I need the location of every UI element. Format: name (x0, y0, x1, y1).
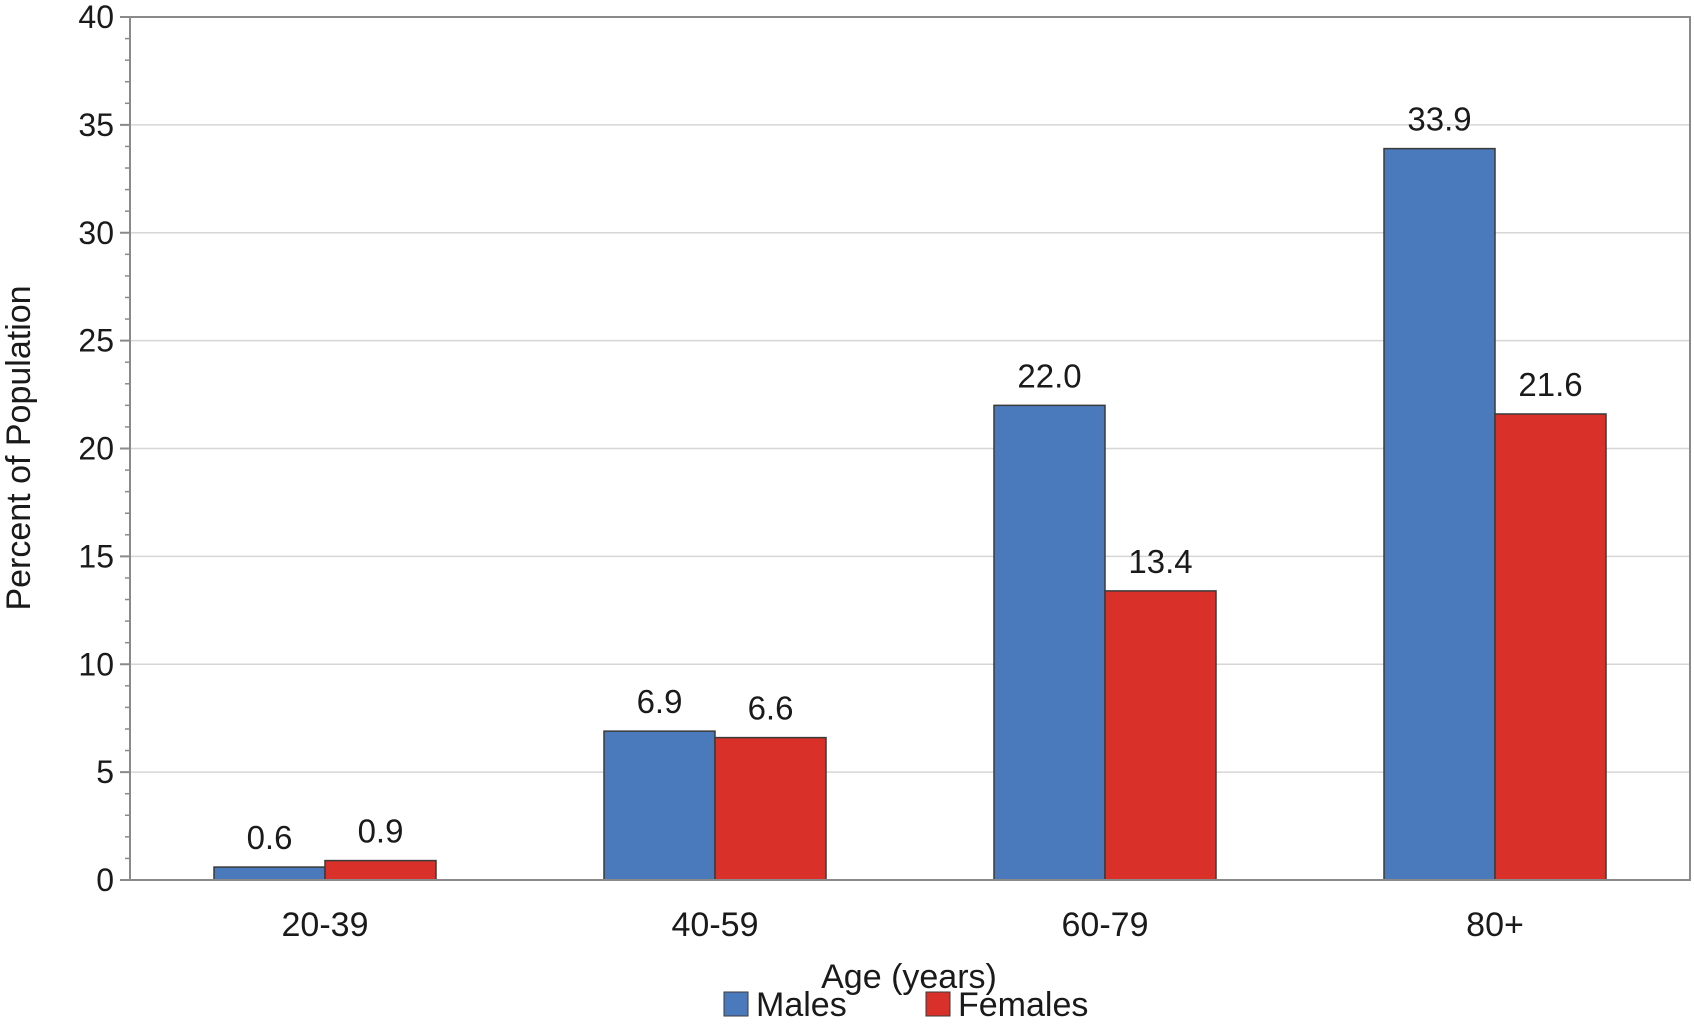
bar-males-20-39 (213, 866, 326, 881)
x-tick-label: 60-79 (1062, 906, 1149, 944)
x-tick-label: 40-59 (672, 906, 759, 944)
bar-females-20-39 (324, 859, 437, 881)
bar-males-40-59 (603, 730, 716, 881)
y-tick-label: 0 (96, 862, 114, 898)
y-tick-label: 10 (78, 646, 114, 682)
x-axis: 20-39 40-59 60-79 80+ (282, 906, 1524, 944)
legend-label-females: Females (958, 986, 1088, 1024)
y-axis: 0 5 10 15 20 25 30 35 40 (78, 0, 130, 898)
bar-females-80+ (1494, 413, 1607, 881)
legend-label-males: Males (756, 986, 847, 1024)
data-label: 22.0 (1017, 357, 1081, 394)
data-label: 0.6 (247, 819, 293, 856)
legend: Males Females (723, 986, 1088, 1024)
y-tick-label: 35 (78, 107, 114, 143)
data-label: 6.6 (748, 690, 794, 727)
data-label: 33.9 (1407, 101, 1471, 138)
gridlines (130, 124, 1690, 773)
data-label: 0.9 (358, 813, 404, 850)
bar-females-60-79 (1104, 590, 1217, 881)
y-tick-label: 40 (78, 0, 114, 35)
y-tick-label: 5 (96, 754, 114, 790)
legend-swatch-females (925, 991, 951, 1017)
y-tick-label: 25 (78, 323, 114, 359)
bar-females-40-59 (714, 736, 827, 881)
y-axis-title: Percent of Population (0, 285, 38, 610)
bar-males-80+ (1383, 147, 1496, 881)
y-tick-label: 30 (78, 215, 114, 251)
data-label: 6.9 (637, 683, 683, 720)
y-tick-label: 20 (78, 431, 114, 467)
bar-males-60-79 (993, 404, 1106, 881)
x-tick-label: 20-39 (282, 906, 369, 944)
x-tick-label: 80+ (1466, 906, 1524, 944)
bars (213, 147, 1607, 881)
data-label: 21.6 (1518, 366, 1582, 403)
legend-swatch-males (723, 991, 749, 1017)
data-labels: 0.6 0.9 6.9 6.6 22.0 13.4 33.9 21.6 (247, 101, 1583, 856)
y-tick-label: 15 (78, 538, 114, 574)
x-axis-title: Age (years) (821, 958, 997, 996)
data-label: 13.4 (1128, 543, 1192, 580)
